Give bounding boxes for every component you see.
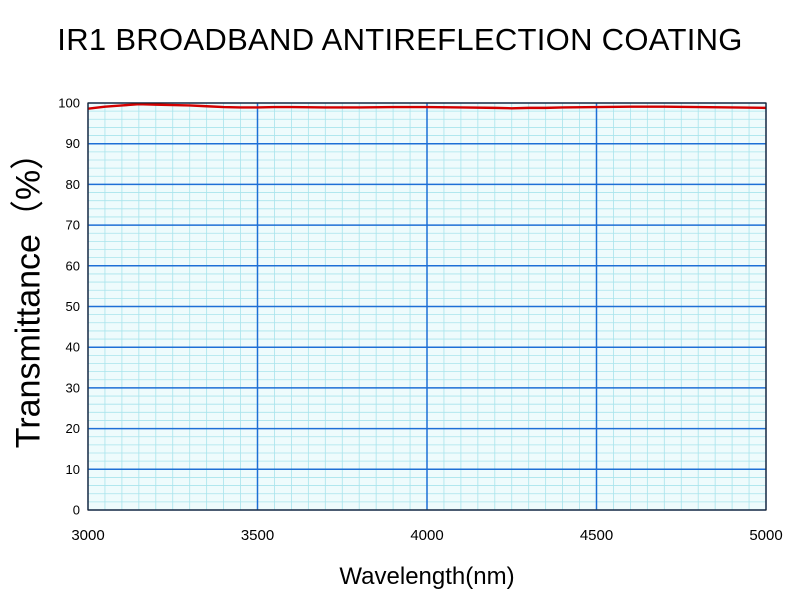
- y-tick-label: 30: [66, 380, 80, 395]
- chart-title: IR1 BROADBAND ANTIREFLECTION COATING: [57, 22, 743, 57]
- series-layer: [87, 103, 767, 110]
- x-tick-label: 3000: [71, 527, 104, 544]
- x-axis-label: Wavelength(nm): [339, 563, 515, 590]
- y-tick-label: 10: [66, 462, 80, 477]
- y-tick-label: 0: [73, 503, 80, 518]
- series-line-0: [87, 103, 767, 110]
- y-tick-label: 50: [66, 299, 80, 314]
- x-tick-label: 3500: [241, 527, 274, 544]
- major-grid: [87, 102, 767, 511]
- y-tick-label: 60: [66, 258, 80, 273]
- y-tick-label: 80: [66, 177, 80, 192]
- y-tick-label: 40: [66, 340, 80, 355]
- y-tick-label: 70: [66, 218, 80, 233]
- y-tick-label: 20: [66, 421, 80, 436]
- plot-border: [87, 102, 767, 511]
- x-tick-label: 5000: [749, 527, 782, 544]
- y-tick-label: 100: [58, 96, 80, 111]
- x-tick-label: 4500: [580, 527, 613, 544]
- y-tick-label: 90: [66, 136, 80, 151]
- plot-frame: [87, 102, 767, 511]
- y-tick-labels: 0 10 20 30 40 50 60 70 80 90 100: [58, 96, 80, 518]
- x-tick-label: 4000: [410, 527, 443, 544]
- x-tick-labels: 3000 3500 4000 4500 5000: [71, 527, 782, 544]
